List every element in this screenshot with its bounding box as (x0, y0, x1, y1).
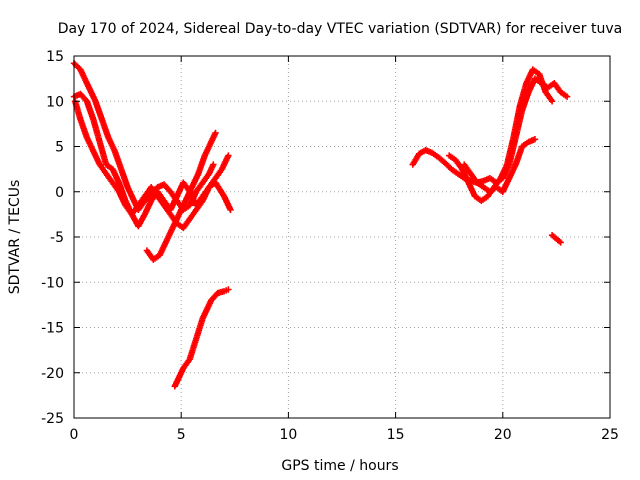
data-point (210, 161, 217, 168)
y-tick-label: -25 (41, 411, 64, 427)
y-tick-label: 15 (46, 49, 64, 65)
y-tick-label: -20 (41, 366, 64, 382)
data-point (212, 129, 219, 137)
x-tick-label: 10 (279, 427, 297, 443)
grid (74, 56, 610, 418)
ticks: 0 5 10 15 20 25 -25 -20 -15 -10 -5 0 5 10 15 (41, 49, 619, 443)
x-tick-label: 25 (601, 427, 619, 443)
x-axis-label: GPS time / hours (281, 458, 398, 474)
data-point (557, 239, 564, 246)
series-track-4 (143, 129, 219, 263)
data-point (563, 93, 571, 100)
x-tick-label: 0 (70, 427, 79, 443)
y-tick-label: -5 (50, 230, 64, 246)
y-axis-label: SDTVAR / TECUs (7, 180, 23, 295)
series-track-2 (70, 90, 234, 230)
data-point (225, 286, 232, 293)
series-track-9 (548, 231, 564, 246)
series-track-8 (461, 136, 539, 195)
y-tick-label: 0 (55, 185, 64, 201)
series-layer (70, 60, 571, 390)
y-tick-label: -15 (41, 321, 64, 337)
x-tick-label: 20 (494, 427, 512, 443)
x-tick-label: 15 (387, 427, 405, 443)
y-tick-label: 10 (46, 94, 64, 110)
chart-title: Day 170 of 2024, Sidereal Day-to-day VTE… (58, 21, 622, 37)
data-point (225, 152, 232, 159)
data-point (531, 136, 539, 143)
y-tick-label: -10 (41, 275, 64, 291)
series-track-5 (171, 286, 232, 390)
x-tick-label: 5 (177, 427, 186, 443)
data-point (548, 98, 556, 105)
data-point (227, 206, 234, 214)
y-tick-label: 5 (55, 140, 64, 156)
